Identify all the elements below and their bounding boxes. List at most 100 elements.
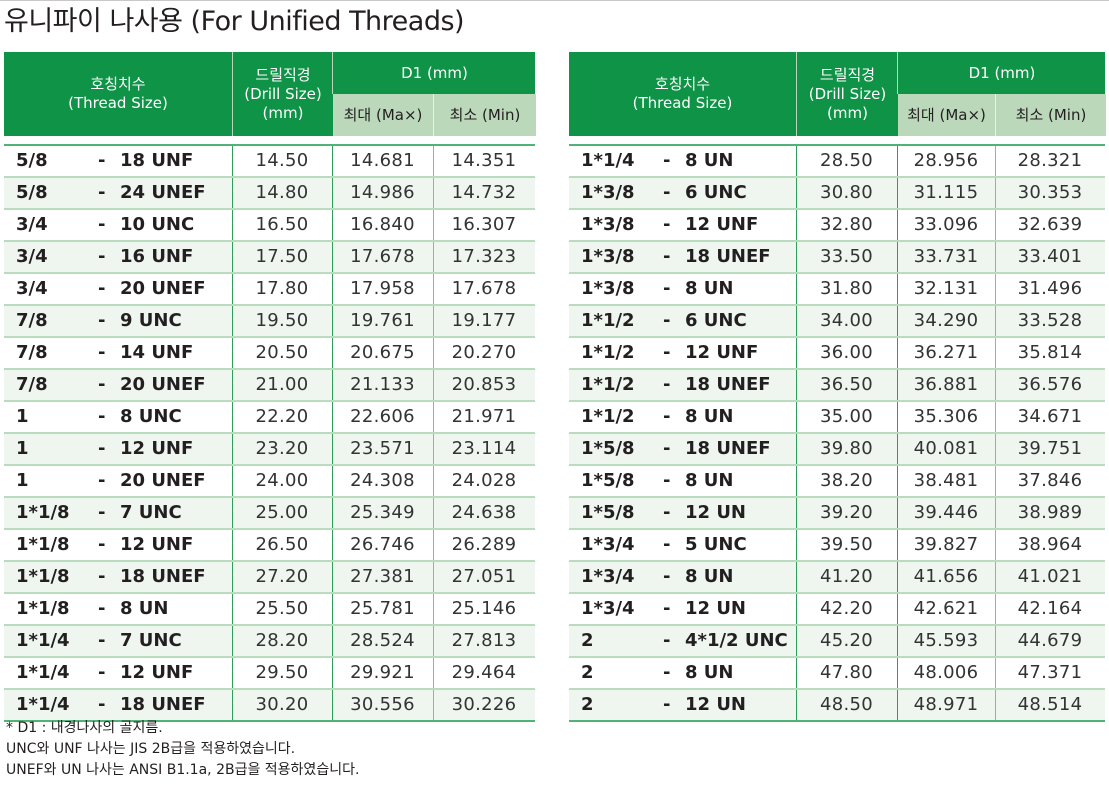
- thread-diameter: 1*1/4: [16, 630, 70, 651]
- column-divider: [897, 402, 898, 432]
- thread-separator: -: [98, 406, 106, 427]
- column-divider: [232, 402, 233, 432]
- d1-max-value: 36.271: [913, 342, 979, 363]
- column-divider: [433, 242, 434, 272]
- column-divider: [796, 242, 797, 272]
- thread-pitch-series: 7 UNC: [120, 502, 182, 523]
- column-divider: [995, 530, 996, 560]
- column-divider: [796, 434, 797, 464]
- d1-min-value: 17.678: [451, 278, 517, 299]
- thread-separator: -: [98, 214, 106, 235]
- thread-diameter: 1*3/8: [581, 278, 635, 299]
- table-row: 1*1/4 -8 UN 28.50 28.956 28.321: [569, 146, 1105, 178]
- d1-max-value: 14.681: [350, 150, 415, 171]
- thread-separator: -: [663, 630, 671, 651]
- d1-min-value: 27.051: [451, 566, 517, 587]
- d1-max-value: 21.133: [350, 374, 415, 395]
- column-divider: [332, 178, 333, 208]
- header-thread-size: 호칭치수 (Thread Size): [569, 52, 796, 136]
- thread-separator: -: [663, 310, 671, 331]
- table-row: 1*1/2 -12 UNF 36.00 36.271 35.814: [569, 338, 1105, 370]
- d1-min-value: 38.964: [1017, 534, 1083, 555]
- drill-size-value: 33.50: [819, 246, 874, 267]
- column-divider: [232, 146, 233, 176]
- thread-pitch-series: 12 UNF: [120, 534, 194, 555]
- header-drill-size: 드릴직경 (Drill Size) (mm): [796, 52, 898, 136]
- d1-min-value: 44.679: [1017, 630, 1083, 651]
- thread-pitch-series: 24 UNEF: [120, 182, 206, 203]
- d1-min-value: 24.028: [451, 470, 517, 491]
- table-row: 1*3/8 -12 UNF 32.80 33.096 32.639: [569, 210, 1105, 242]
- thread-separator: -: [663, 182, 671, 203]
- column-divider: [995, 626, 996, 656]
- top-divider: [0, 0, 1109, 1]
- d1-min-value: 30.226: [451, 694, 517, 715]
- thread-separator: -: [98, 534, 106, 555]
- column-divider: [332, 690, 333, 720]
- thread-pitch-series: 20 UNEF: [120, 470, 206, 491]
- thread-separator: -: [663, 342, 671, 363]
- column-divider: [332, 306, 333, 336]
- header-thread-size-en: (Thread Size): [632, 94, 733, 112]
- thread-pitch-series: 8 UN: [120, 598, 169, 619]
- table-row: 1*1/4 -7 UNC 28.20 28.524 27.813: [4, 626, 535, 658]
- header-thread-size: 호칭치수 (Thread Size): [4, 52, 232, 136]
- thread-separator: -: [663, 598, 671, 619]
- column-divider: [433, 498, 434, 528]
- column-divider: [433, 338, 434, 368]
- table-row: 1*5/8 -18 UNEF 39.80 40.081 39.751: [569, 434, 1105, 466]
- d1-max-value: 29.921: [350, 662, 415, 683]
- d1-min-value: 47.371: [1017, 662, 1083, 683]
- table-row: 1*3/4 -5 UNC 39.50 39.827 38.964: [569, 530, 1105, 562]
- thread-table-left: 호칭치수 (Thread Size) 드릴직경 (Drill Size) (mm…: [4, 52, 536, 722]
- thread-diameter: 1: [16, 470, 29, 491]
- table-body: 5/8-18 UNF 14.50 14.681 14.351 5/8-24 UNEF 14…: [4, 144, 535, 722]
- table-row: 1*1/4 -12 UNF 29.50 29.921 29.464: [4, 658, 535, 690]
- column-divider: [433, 466, 434, 496]
- column-divider: [796, 402, 797, 432]
- column-divider: [433, 434, 434, 464]
- thread-pitch-series: 12 UNF: [685, 214, 759, 235]
- header-d1-label: D1 (mm): [401, 63, 468, 82]
- thread-diameter: 1: [16, 438, 29, 459]
- header-drill-unit: (mm): [262, 103, 304, 122]
- column-divider: [433, 658, 434, 688]
- d1-min-value: 17.323: [451, 246, 517, 267]
- table-row: 1*1/2 -6 UNC 34.00 34.290 33.528: [569, 306, 1105, 338]
- d1-max-value: 17.958: [350, 278, 415, 299]
- thread-separator: -: [98, 662, 106, 683]
- page-title: 유니파이 나사용 (For Unified Threads): [4, 6, 465, 37]
- drill-size-value: 36.50: [819, 374, 874, 395]
- column-divider: [897, 562, 898, 592]
- header-drill-ko: 드릴직경: [819, 65, 876, 84]
- thread-pitch-series: 18 UNF: [120, 150, 194, 171]
- thread-pitch-series: 8 UN: [685, 278, 734, 299]
- d1-max-value: 26.746: [350, 534, 415, 555]
- column-divider: [332, 210, 333, 240]
- column-divider: [232, 658, 233, 688]
- drill-size-value: 39.80: [819, 438, 874, 459]
- header-drill-en: (Drill Size): [244, 84, 322, 103]
- column-divider: [796, 306, 797, 336]
- footnote-unc-unf: UNC와 UNF 나사는 JIS 2B급을 적용하였습니다.: [6, 741, 296, 757]
- d1-max-value: 40.081: [913, 438, 979, 459]
- thread-pitch-series: 8 UNC: [120, 406, 182, 427]
- d1-max-value: 33.096: [913, 214, 979, 235]
- column-divider: [332, 370, 333, 400]
- column-divider: [232, 370, 233, 400]
- drill-size-value: 27.20: [255, 566, 309, 587]
- thread-pitch-series: 7 UNC: [120, 630, 182, 651]
- thread-separator: -: [663, 246, 671, 267]
- d1-min-value: 14.732: [451, 182, 517, 203]
- thread-diameter: 1*1/2: [581, 406, 635, 427]
- drill-size-value: 30.80: [819, 182, 874, 203]
- thread-pitch-series: 6 UNC: [685, 310, 747, 331]
- header-max: 최대 (Ma×): [333, 94, 433, 136]
- column-divider: [897, 626, 898, 656]
- column-divider: [995, 274, 996, 304]
- column-divider: [232, 274, 233, 304]
- column-divider: [995, 466, 996, 496]
- thread-pitch-series: 12 UNF: [685, 342, 759, 363]
- drill-size-value: 25.00: [255, 502, 309, 523]
- footnotes: * D1 : 내경나사의 골지름. UNC와 UNF 나사는 JIS 2B급을 …: [6, 718, 359, 781]
